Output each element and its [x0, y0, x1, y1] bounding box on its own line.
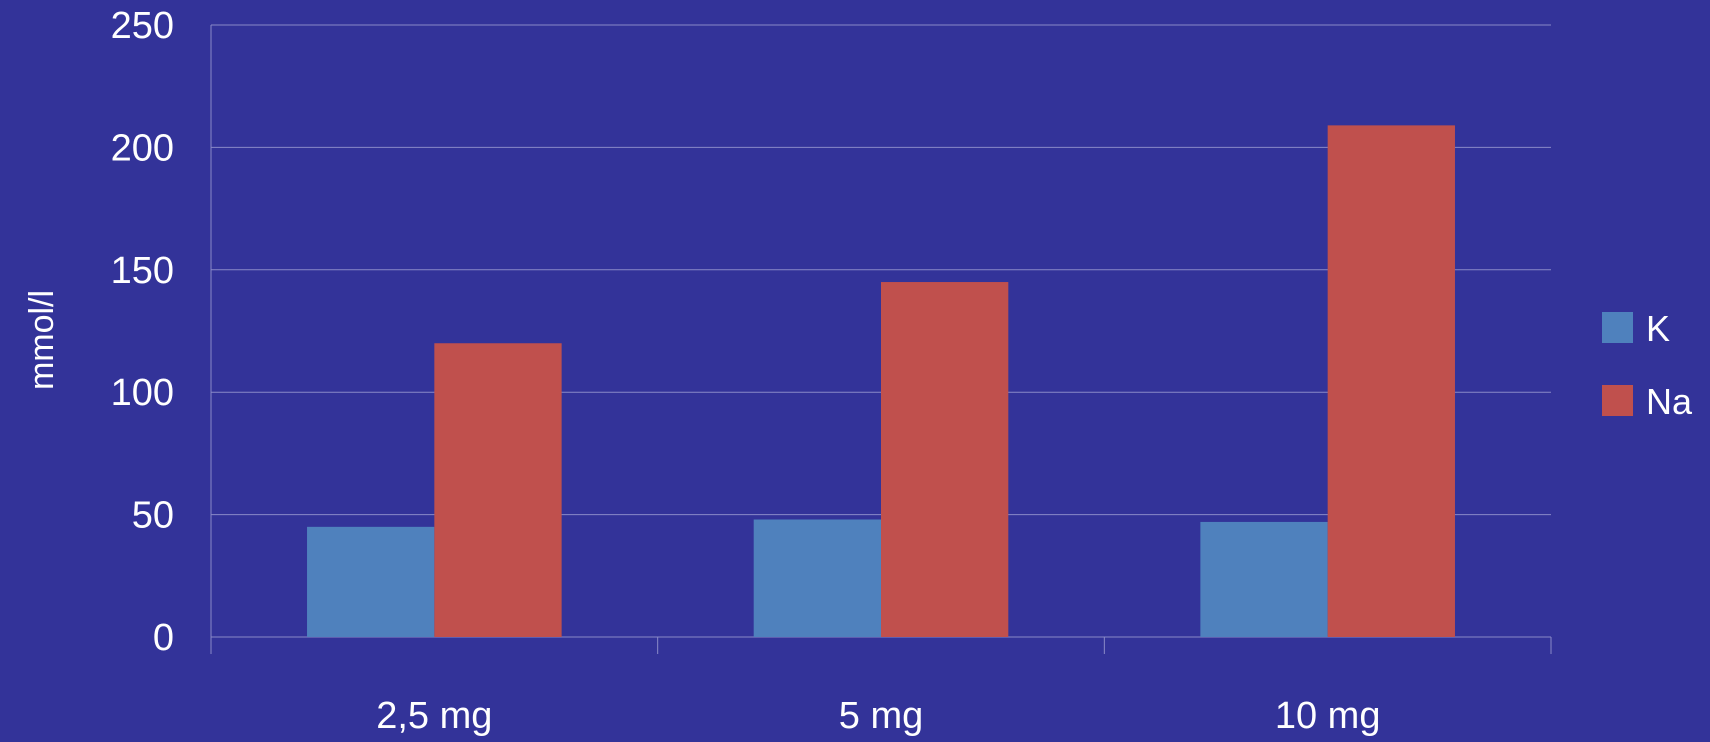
- bar-na: [881, 282, 1009, 637]
- legend: K Na: [1602, 308, 1693, 422]
- y-tick-label: 100: [111, 372, 174, 414]
- y-tick-label: 0: [153, 617, 174, 659]
- y-tick-label: 200: [111, 127, 174, 169]
- legend-swatch: [1602, 385, 1633, 416]
- tick-labels: 0 50 100 150 200 250 2,5 mg 5 mg 10 mg: [111, 5, 1381, 737]
- x-tick-label: 5 mg: [839, 695, 923, 737]
- y-tick-label: 250: [111, 5, 174, 47]
- bar-k: [1200, 521, 1328, 637]
- bar-na: [1327, 125, 1455, 638]
- x-tick-label: 2,5 mg: [376, 695, 492, 737]
- y-axis-label: mmol/l: [23, 290, 61, 390]
- bar-na: [434, 343, 562, 637]
- bars: [307, 125, 1455, 638]
- y-tick-label: 50: [132, 495, 174, 537]
- y-tick-label: 150: [111, 250, 174, 292]
- x-tick-label: 10 mg: [1275, 695, 1381, 737]
- legend-label: Na: [1646, 381, 1693, 422]
- legend-swatch: [1602, 312, 1633, 343]
- bar-k: [307, 526, 435, 637]
- bar-k: [753, 519, 881, 637]
- legend-label: K: [1646, 308, 1670, 349]
